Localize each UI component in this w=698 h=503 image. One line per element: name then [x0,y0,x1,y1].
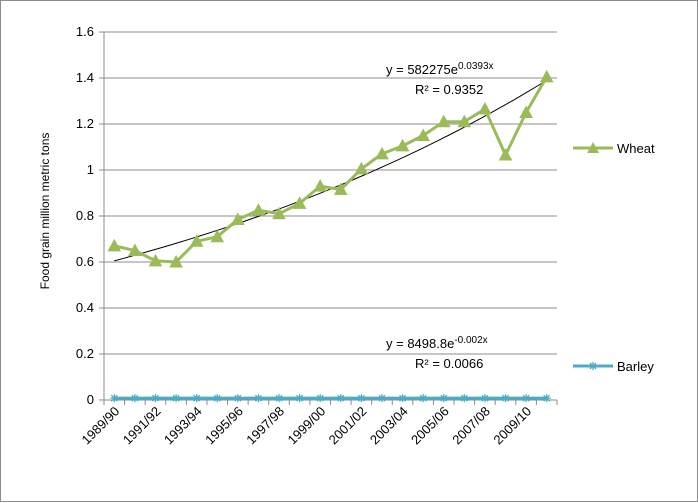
labels: 00.20.40.60.811.21.41.61989/901991/92199… [38,24,534,447]
data-point [275,394,284,403]
data-point [213,394,222,403]
data-point [419,394,428,403]
y-tick-label: 0.2 [76,346,94,361]
data-point [416,128,431,141]
data-point [439,394,448,403]
data-point [395,138,410,152]
data-point [398,394,407,403]
legend-marker [589,362,597,370]
y-tick-label: 1.2 [76,116,94,131]
data-point [498,148,513,161]
data-point [151,394,160,403]
data-point [478,102,492,115]
data-point [375,146,389,160]
x-tick-label: 1999/00 [284,404,328,448]
data-point [210,229,225,243]
x-tick-label: 1989/90 [79,404,123,448]
y-tick-label: 1.4 [76,70,94,85]
series-line-wheat [113,76,549,264]
data-point [501,394,510,403]
y-tick-label: 0.4 [76,300,94,315]
data-point [460,394,469,403]
gridlines [104,31,557,355]
y-axis-title: Food grain million metric tons [38,133,52,290]
x-tick-label: 2009/10 [490,404,534,448]
data-point [522,394,531,403]
y-tick-label: 1 [87,162,94,177]
barley-equation: y = 8498.8e-0.002x [386,335,488,351]
legend-label-barley: Barley [617,359,654,374]
data-point [436,114,451,128]
legend: Wheat Barley [573,141,655,374]
legend-label-wheat: Wheat [617,141,655,156]
data-point [292,196,307,209]
x-tick-label: 2001/02 [326,404,370,448]
data-point [357,394,366,403]
x-tick-label: 2005/06 [408,404,452,448]
data-point [377,394,386,403]
data-point [313,179,328,192]
data-point [272,206,286,220]
wheat-equation: y = 582275e0.0393x [386,61,494,77]
x-tick-label: 2007/08 [449,404,493,448]
data-point [336,394,345,403]
data-point [189,234,204,247]
axes [99,31,558,405]
x-tick-label: 1993/94 [161,404,205,448]
data-point [542,394,551,403]
data-point [254,394,263,403]
trendline-wheat [114,79,547,262]
y-tick-label: 1.6 [76,24,94,39]
data-point [172,394,181,403]
data-point [354,161,369,175]
data-point [251,203,266,216]
x-tick-label: 1991/92 [120,404,164,448]
data-point [169,254,183,268]
data-point [519,105,533,118]
data-point [107,238,122,252]
data-point [539,69,554,83]
data-point [110,394,119,403]
y-tick-label: 0.6 [76,254,94,269]
wheat-r-squared: R² = 0.9352 [415,82,483,97]
trendlines [114,79,547,399]
legend-marker [587,142,599,153]
data-point [130,394,139,403]
data-point [233,394,242,403]
x-tick-label: 1995/96 [202,404,246,448]
data-point [128,243,142,256]
y-tick-label: 0.8 [76,208,94,223]
x-tick-label: 1997/98 [243,404,287,448]
data-point [230,212,245,225]
y-tick-label: 0 [87,392,94,407]
barley-r-squared: R² = 0.0066 [415,356,483,371]
data-point [480,394,489,403]
data-point [316,394,325,403]
data-point [457,114,472,128]
data-point [295,394,304,403]
series [107,69,554,403]
x-tick-label: 2003/04 [367,404,411,448]
data-point [192,394,201,403]
data-point [333,182,348,196]
data-point [148,253,163,267]
